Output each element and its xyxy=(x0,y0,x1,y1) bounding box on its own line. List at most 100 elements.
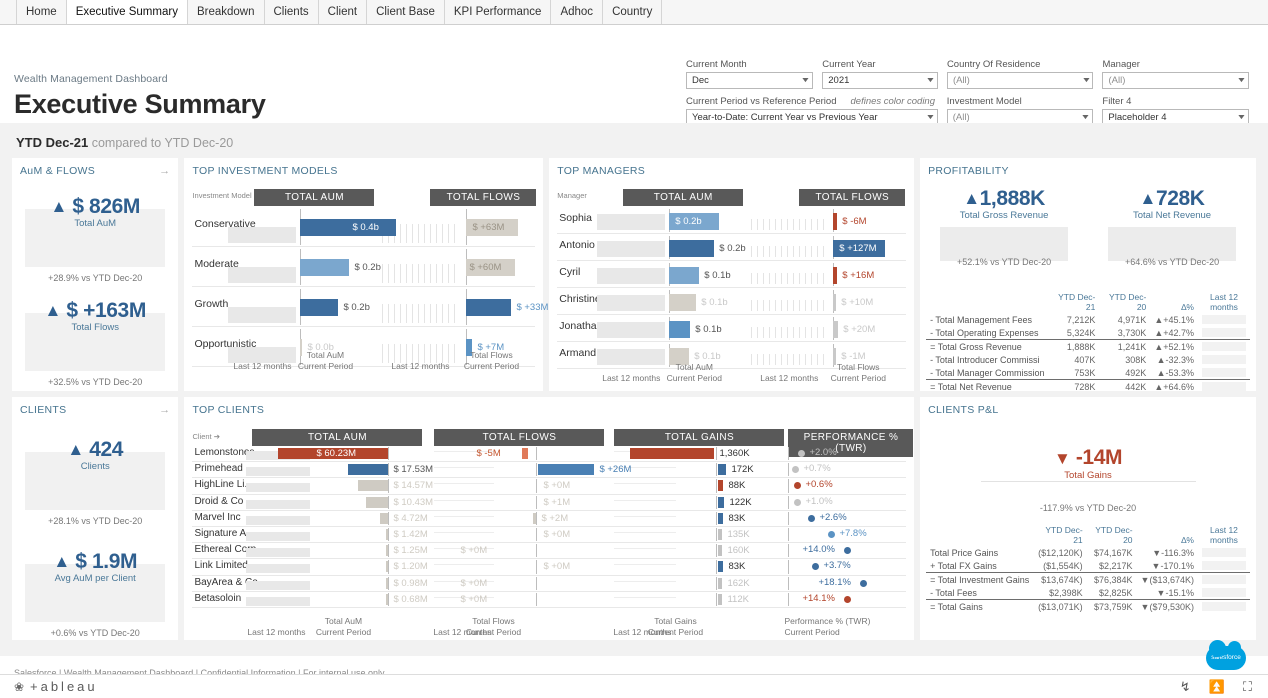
bar-total-flows[interactable] xyxy=(833,293,837,311)
bar-total-flows[interactable] xyxy=(466,259,516,276)
filter-select[interactable]: Dec ▼ xyxy=(686,72,814,89)
performance-dot[interactable] xyxy=(798,450,806,457)
row-label[interactable]: Jonathan xyxy=(559,319,603,332)
bar-total-aum[interactable] xyxy=(669,293,697,311)
performance-dot[interactable] xyxy=(792,466,800,474)
performance-dot[interactable] xyxy=(794,482,802,490)
chevron-down-icon[interactable]: ▼ xyxy=(1080,114,1092,121)
bar-total-aum[interactable] xyxy=(300,339,303,356)
table-row[interactable]: Total Price Gains ($12,120K) $74,167K ▼-116… xyxy=(926,546,1250,559)
bar-client-gains[interactable] xyxy=(718,480,724,492)
bar-total-flows[interactable] xyxy=(466,219,519,236)
table-row[interactable]: - Total Fees $2,398K $2,825K ▼-15.1% xyxy=(926,586,1250,600)
row-label[interactable]: Antonio xyxy=(559,238,595,251)
bar-total-flows[interactable] xyxy=(833,347,837,365)
bar-client-aum[interactable] xyxy=(386,577,389,589)
client-row-label[interactable]: Betasoloin xyxy=(194,592,242,604)
client-row-label[interactable]: Marvel Inc xyxy=(194,511,241,523)
table-row[interactable]: = Total Gains ($13,071K) $73,759K ▼($79,530… xyxy=(926,599,1250,613)
bar-client-gains[interactable] xyxy=(718,496,725,508)
table-row[interactable]: - Total Introducer Commissi 407K 308K ▲-32.… xyxy=(926,353,1250,366)
table-row[interactable]: = Total Gross Revenue 1,888K 1,241K ▲+52.1% xyxy=(926,339,1250,353)
bar-client-aum[interactable] xyxy=(278,448,389,459)
bar-client-aum[interactable] xyxy=(348,464,389,476)
download-icon[interactable]: ⏫ xyxy=(1208,679,1225,694)
chevron-down-icon[interactable]: ▼ xyxy=(925,77,936,84)
bar-total-aum[interactable] xyxy=(669,347,690,365)
go-to-arrow-icon-clients[interactable]: → xyxy=(159,404,171,416)
row-label[interactable]: Growth xyxy=(194,298,229,310)
bar-client-flows[interactable] xyxy=(522,448,529,459)
table-row[interactable]: - Total Manager Commission 753K 492K ▲-53.3… xyxy=(926,366,1250,380)
bar-total-aum[interactable] xyxy=(300,219,397,236)
bar-client-gains[interactable] xyxy=(630,448,715,459)
bar-total-flows[interactable] xyxy=(466,339,473,356)
bar-client-gains[interactable] xyxy=(718,577,723,589)
bar-total-aum[interactable] xyxy=(300,299,339,316)
table-row[interactable]: = Total Net Revenue 728K 442K ▲+64.6% xyxy=(926,379,1250,393)
go-to-arrow-icon[interactable]: → xyxy=(159,165,171,177)
chevron-down-icon[interactable]: ▼ xyxy=(1236,114,1247,121)
performance-dot[interactable] xyxy=(860,579,868,587)
bar-client-aum[interactable] xyxy=(380,512,389,524)
client-row-label[interactable]: Droid & Co xyxy=(194,495,244,507)
bar-total-flows[interactable] xyxy=(833,239,886,257)
client-row-label[interactable]: Lemonstones xyxy=(194,447,255,458)
client-row-label[interactable]: BayArea & Co xyxy=(194,576,258,588)
bar-client-aum[interactable] xyxy=(358,480,389,492)
performance-dot[interactable] xyxy=(828,531,836,538)
tab-kpi-performance[interactable]: KPI Performance xyxy=(444,0,552,24)
tab-adhoc[interactable]: Adhoc xyxy=(551,0,604,24)
bar-client-gains[interactable] xyxy=(718,512,724,524)
performance-dot[interactable] xyxy=(812,563,820,571)
client-row-label[interactable]: HighLine Li.. xyxy=(194,479,251,491)
bar-total-flows[interactable] xyxy=(833,212,838,230)
table-row[interactable]: + Total FX Gains ($1,554K) $2,217K ▼-170.1% xyxy=(926,559,1250,573)
client-row-label[interactable]: Link Limited xyxy=(194,560,248,572)
filter-select[interactable]: (All) ▼ xyxy=(1102,72,1249,89)
client-row-label[interactable]: Ethereal Corp xyxy=(194,544,257,556)
chevron-down-icon[interactable]: ▼ xyxy=(800,77,811,84)
bar-client-gains[interactable] xyxy=(718,464,727,476)
bar-total-flows[interactable] xyxy=(833,320,839,338)
bar-client-gains[interactable] xyxy=(718,593,723,605)
fullscreen-icon[interactable]: ⛶ xyxy=(1242,679,1252,694)
bar-total-aum[interactable] xyxy=(669,266,700,284)
client-row-label[interactable]: Primehead xyxy=(194,463,243,475)
bar-client-aum[interactable] xyxy=(386,545,389,557)
bar-total-aum[interactable] xyxy=(669,212,720,230)
filter-select[interactable]: 2021 ▼ xyxy=(822,72,938,89)
row-label[interactable]: Sophia xyxy=(559,211,592,224)
chevron-down-icon[interactable]: ▼ xyxy=(1236,77,1247,84)
row-label[interactable]: Christine xyxy=(559,292,601,305)
share-icon[interactable]: ↯ xyxy=(1179,679,1191,694)
tab-country[interactable]: Country xyxy=(603,0,663,24)
tab-home[interactable]: Home xyxy=(16,0,67,24)
tab-clients[interactable]: Clients xyxy=(264,0,319,24)
row-label[interactable]: Opportunistic xyxy=(194,338,257,350)
row-label[interactable]: Armand xyxy=(559,346,597,359)
bar-total-aum[interactable] xyxy=(669,320,691,338)
row-label[interactable]: Cyril xyxy=(559,265,581,278)
bar-total-flows[interactable] xyxy=(466,299,512,316)
tab-executive-summary[interactable]: Executive Summary xyxy=(66,0,188,24)
filter-select[interactable]: (All) ▼ xyxy=(946,72,1094,89)
table-row[interactable]: - Total Operating Expenses 5,324K 3,730K ▲+… xyxy=(926,326,1250,340)
bar-client-gains[interactable] xyxy=(718,545,723,557)
row-label[interactable]: Conservative xyxy=(194,218,256,230)
tab-client-base[interactable]: Client Base xyxy=(367,0,445,24)
chevron-down-icon[interactable]: ▼ xyxy=(925,114,936,121)
performance-dot[interactable] xyxy=(844,547,852,555)
tab-client[interactable]: Client xyxy=(318,0,368,24)
chevron-down-icon[interactable]: ▼ xyxy=(1080,77,1092,84)
table-row[interactable]: - Total Management Fees 7,212K 4,971K ▲+45.… xyxy=(926,313,1250,326)
bar-total-aum[interactable] xyxy=(669,239,715,257)
bar-client-gains[interactable] xyxy=(718,561,724,573)
bar-client-aum[interactable] xyxy=(366,496,389,508)
bar-client-gains[interactable] xyxy=(718,529,723,540)
bar-client-aum[interactable] xyxy=(386,593,389,605)
performance-dot[interactable] xyxy=(808,514,816,522)
bar-client-aum[interactable] xyxy=(386,529,389,540)
tab-breakdown[interactable]: Breakdown xyxy=(187,0,265,24)
row-label[interactable]: Moderate xyxy=(194,258,239,270)
